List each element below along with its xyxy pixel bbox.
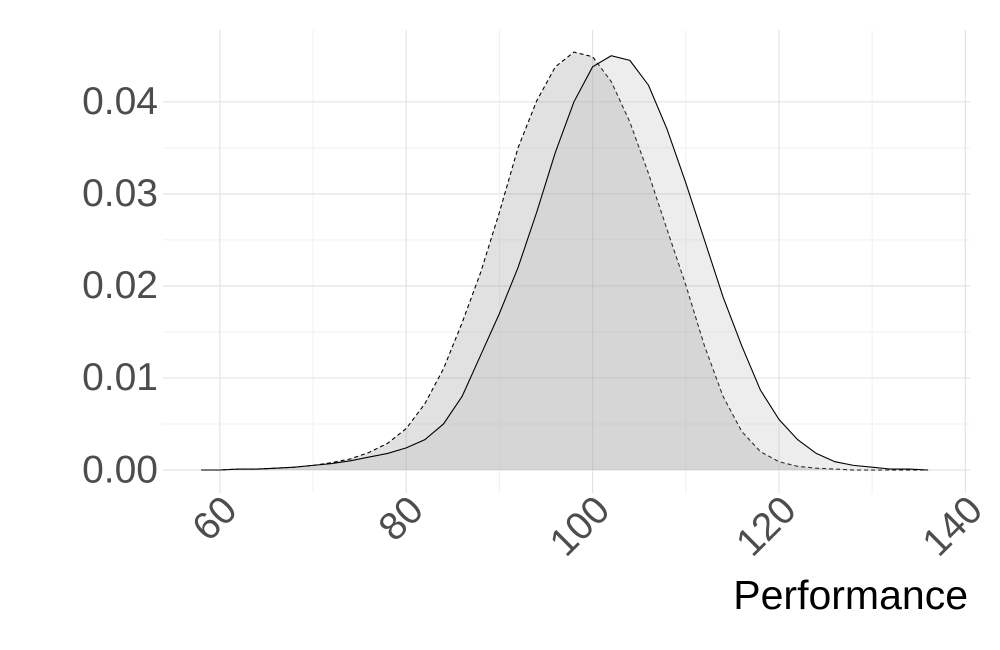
x-tick-label: 120 xyxy=(728,488,804,564)
y-tick-label: 0.01 xyxy=(82,356,158,399)
x-tick-label: 140 xyxy=(915,488,991,564)
density-area xyxy=(201,55,929,470)
grid xyxy=(163,30,970,493)
density-line xyxy=(201,55,929,471)
x-tick-label: 80 xyxy=(371,488,432,549)
x-tick-label: 100 xyxy=(542,488,618,564)
y-tick-label: 0.03 xyxy=(82,172,158,215)
x-axis-title: Performance xyxy=(733,572,968,618)
y-tick-label: 0.00 xyxy=(82,448,158,491)
density-area xyxy=(201,52,929,470)
x-tick-label: 60 xyxy=(184,488,245,549)
y-tick-label: 0.02 xyxy=(82,264,158,307)
y-tick-label: 0.04 xyxy=(82,80,158,123)
